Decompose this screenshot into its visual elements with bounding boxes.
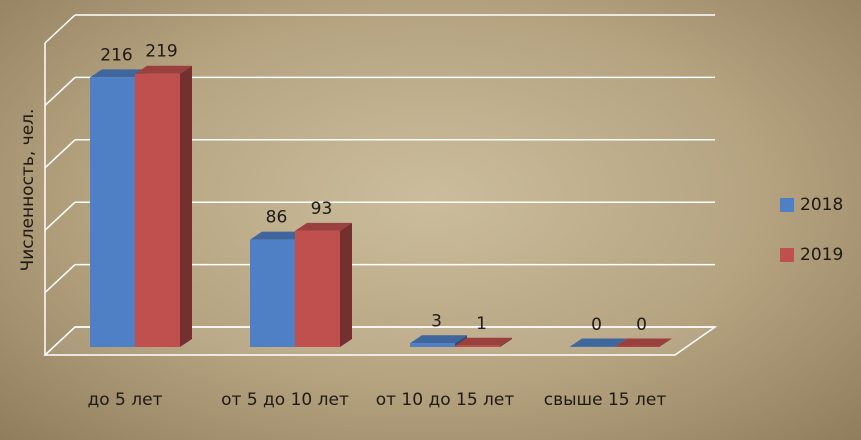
bar-face (410, 343, 455, 347)
value-label: 0 (591, 315, 602, 335)
bar (570, 338, 627, 347)
x-tick-label: от 5 до 10 лет (221, 390, 349, 410)
legend-label: 2019 (800, 245, 843, 265)
bar (295, 222, 352, 347)
bar-face (570, 346, 615, 347)
bar-face (180, 65, 192, 348)
grid-line-side (44, 14, 76, 44)
value-label: 3 (431, 311, 442, 331)
grid-line-side (44, 139, 76, 169)
bar (455, 337, 512, 347)
value-label: 86 (266, 208, 288, 228)
bar-face (250, 239, 295, 347)
legend-swatch (780, 248, 794, 262)
bar-face (250, 231, 307, 240)
value-label: 93 (311, 199, 333, 219)
bar-face (615, 346, 660, 347)
bar (615, 338, 672, 347)
bar-face (455, 345, 500, 347)
bar-face (90, 69, 147, 78)
grid-line-side (44, 201, 76, 231)
bar-face (295, 230, 340, 347)
x-tick-label: до 5 лет (87, 390, 163, 410)
bar-face (295, 222, 352, 231)
bar-face (570, 338, 627, 347)
bar-face (455, 337, 512, 346)
x-tick-label: свыше 15 лет (543, 390, 667, 410)
value-label: 0 (636, 315, 647, 335)
bar-face (90, 77, 135, 347)
bar-face (410, 335, 467, 344)
bar-face (500, 337, 512, 347)
bar-face (135, 65, 192, 74)
grid-line-side (44, 264, 76, 294)
value-label: 219 (145, 42, 177, 62)
x-tick-label: от 10 до 15 лет (375, 390, 515, 410)
bar-face (340, 222, 352, 347)
legend-label: 2018 (800, 195, 843, 215)
bar-face (615, 338, 672, 347)
value-label: 216 (100, 45, 132, 65)
y-axis-label: Численность, чел. (18, 109, 38, 272)
legend-swatch (780, 198, 794, 212)
value-label: 1 (476, 314, 487, 334)
grid-line-side (44, 76, 76, 106)
bar-face (135, 73, 180, 348)
bar (135, 65, 192, 348)
grid-line-side (44, 326, 76, 356)
